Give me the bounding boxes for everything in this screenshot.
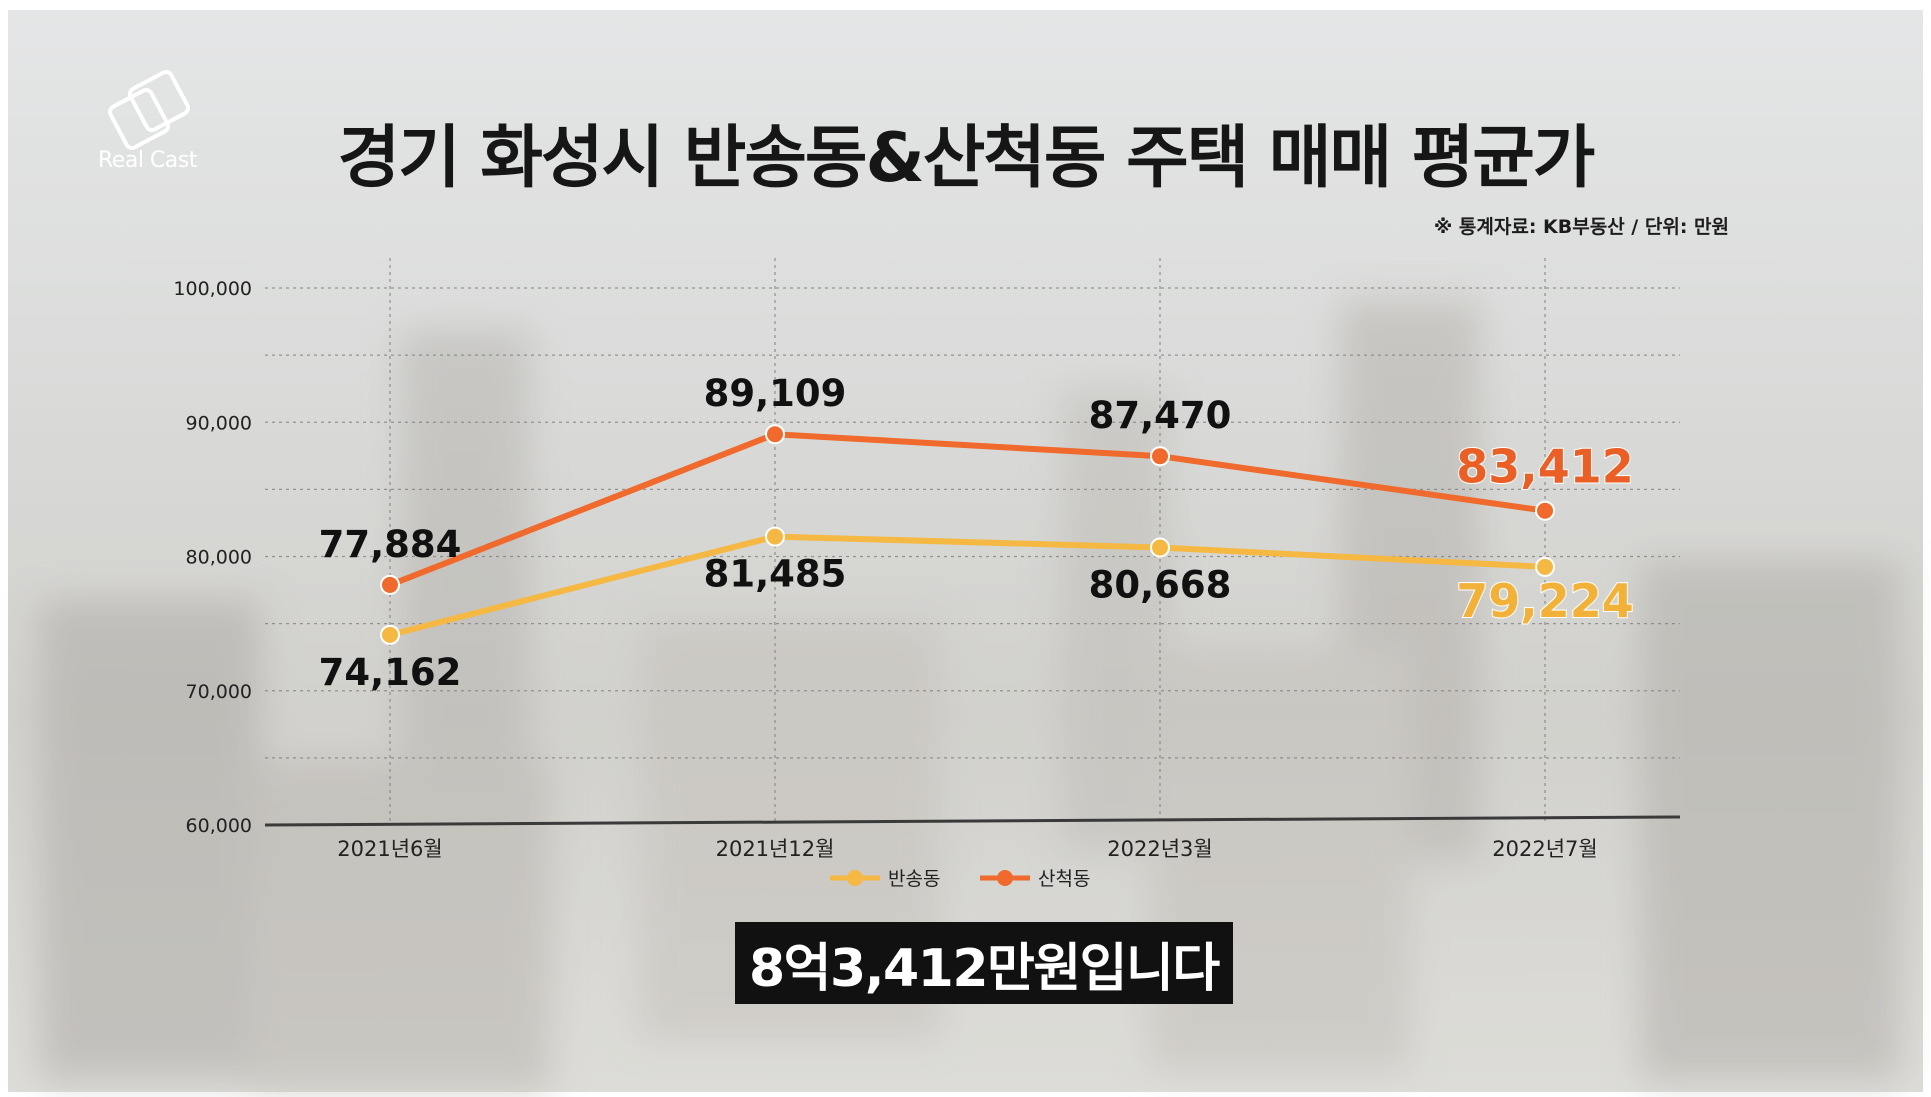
caption-text: 8억3,412만원입니다 [749,938,1220,999]
legend-label: 산척동 [1038,868,1090,890]
x-tick-label: 2021년6월 [337,837,442,861]
data-point-bansong [1150,537,1170,558]
data-label: 77,884 [319,523,462,566]
series-line-bansong [387,533,1548,638]
axes: 60,000 70,000 80,000 90,000 100,000 2021년6월 20… [173,278,1681,861]
data-labels: 74,162 81,485 80,668 79,224 77,884 89,109 87,4… [319,372,1635,694]
data-point-sancheok [1150,446,1170,467]
data-point-sancheok [1535,500,1555,521]
data-label: 74,162 [319,651,462,694]
x-tick-label: 2022년7월 [1492,837,1597,861]
data-label: 79,224 [1456,574,1634,628]
data-point-bansong [380,624,400,645]
data-point-bansong [1535,556,1555,577]
logo-text: Real Cast [98,148,197,173]
legend-label: 반송동 [888,868,940,890]
legend-swatch-marker [847,870,863,886]
x-tick-label: 2022년3월 [1107,837,1212,861]
y-tick-label: 70,000 [186,681,252,703]
data-label: 80,668 [1089,564,1232,607]
data-label: 87,470 [1089,394,1232,437]
data-label: 89,109 [704,372,847,415]
data-label: 83,412 [1456,440,1634,494]
y-tick-label: 80,000 [186,547,252,569]
source-note: ※ 통계자료: KB부동산 / 단위: 만원 [1433,216,1729,238]
caption-box: 8억3,412만원입니다 [735,922,1233,1004]
chart-title: 경기 화성시 반송동&산척동 주택 매매 평균가 [337,119,1596,198]
y-tick-label: 60,000 [186,815,252,837]
legend-swatch-marker [997,870,1013,886]
data-point-bansong [765,526,785,547]
data-point-sancheok [380,574,400,595]
series-lines [380,424,1555,645]
x-tick-label: 2021년12월 [716,837,835,861]
y-tick-label: 90,000 [186,412,252,434]
real-cast-logo-icon [108,70,190,150]
series-line-sancheok [387,431,1548,588]
y-tick-label: 100,000 [173,278,252,300]
legend: 반송동 산척동 [830,868,1090,890]
gridlines [265,258,1680,825]
data-point-sancheok [765,424,785,445]
x-axis-line [264,815,1681,827]
data-label: 81,485 [704,553,847,596]
